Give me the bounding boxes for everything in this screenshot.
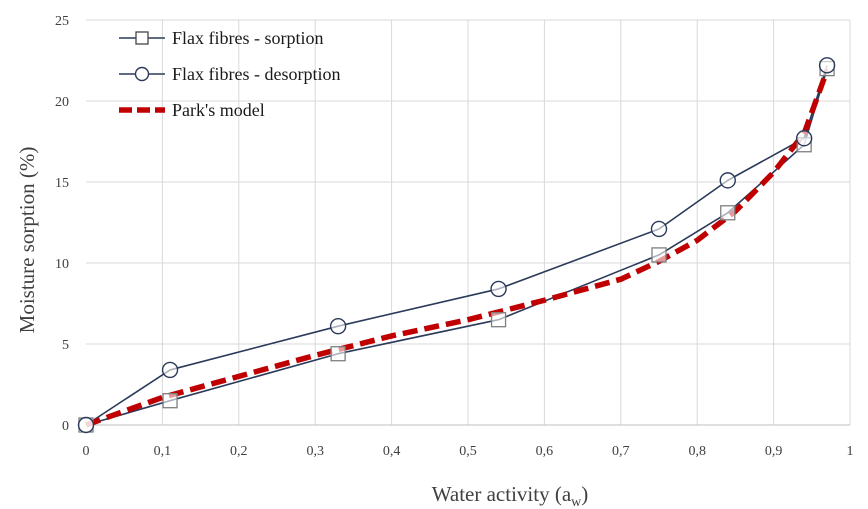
desorption-point bbox=[490, 280, 507, 298]
series-line-sorption bbox=[85, 68, 828, 426]
x-axis-title-subscript: w bbox=[571, 495, 582, 509]
sorption-point bbox=[490, 312, 507, 328]
x-tick-label: 0,7 bbox=[612, 444, 630, 459]
desorption-point bbox=[719, 172, 736, 189]
sorption-point bbox=[720, 205, 736, 221]
x-tick-label: 0,6 bbox=[536, 444, 554, 459]
desorption-point bbox=[161, 361, 179, 379]
x-axis-title: Water activity (aw) bbox=[432, 482, 589, 509]
desorption-point bbox=[795, 130, 813, 147]
y-tick-label: 5 bbox=[62, 338, 69, 353]
x-tick-label: 0,4 bbox=[383, 444, 401, 459]
legend-label: Flax fibres - sorption bbox=[172, 28, 323, 48]
x-tick-label: 0,2 bbox=[230, 444, 248, 459]
series-line-park-model bbox=[85, 69, 830, 428]
desorption-point bbox=[818, 57, 836, 74]
y-tick-label: 15 bbox=[55, 176, 69, 191]
x-tick-label: 0,3 bbox=[306, 444, 324, 459]
x-tick-label: 0 bbox=[83, 444, 90, 459]
sorption-point bbox=[330, 346, 346, 362]
x-tick-label: 0,1 bbox=[154, 444, 172, 459]
x-axis-title-main: Water activity (a bbox=[432, 482, 572, 506]
desorption-point bbox=[77, 416, 95, 434]
desorption-point bbox=[329, 317, 347, 335]
series-lines bbox=[85, 65, 830, 428]
y-tick-label: 20 bbox=[55, 95, 69, 110]
y-tick-label: 0 bbox=[62, 419, 69, 434]
legend-circle-icon bbox=[134, 66, 150, 82]
desorption-point bbox=[650, 220, 668, 238]
x-tick-label: 1 bbox=[847, 444, 854, 459]
y-tick-label: 10 bbox=[55, 257, 69, 272]
sorption-point bbox=[651, 247, 667, 263]
sorption-point bbox=[162, 393, 178, 409]
legend: Flax fibres - sorption Flax fibres - deso… bbox=[119, 28, 340, 120]
legend-label: Park's model bbox=[172, 100, 265, 120]
x-axis-title-close: ) bbox=[581, 482, 588, 506]
x-tick-label: 0,9 bbox=[765, 444, 783, 459]
legend-square-icon bbox=[135, 31, 149, 45]
y-tick-label: 25 bbox=[55, 14, 69, 29]
x-tick-label: 0,8 bbox=[688, 444, 706, 459]
legend-label: Flax fibres - desorption bbox=[172, 64, 340, 84]
x-tick-label: 0,5 bbox=[459, 444, 477, 459]
y-axis-title: Moisture sorption (%) bbox=[15, 147, 39, 334]
series-markers bbox=[77, 57, 836, 434]
